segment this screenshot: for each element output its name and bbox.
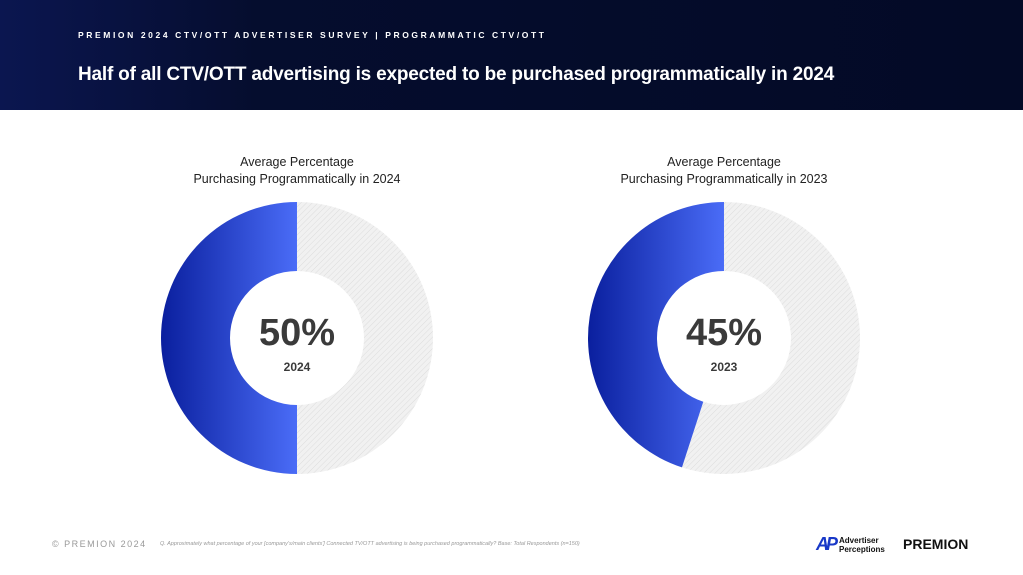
donut-value-2023: 45% [685,312,763,354]
copyright: © PREMION 2024 [52,539,147,549]
donut-slice-remainder [681,202,860,474]
footnote: Q. Approximately what percentage of your… [160,541,580,547]
chart-title-line2: Purchasing Programmatically in 2024 [193,172,401,186]
page-title: Half of all CTV/OTT advertising is expec… [78,64,835,85]
chart-title-line1: Average Percentage [667,155,781,169]
chart-title-2023: Average Percentage Purchasing Programmat… [574,154,874,188]
advertiser-perceptions-logo: AP Advertiser Perceptions [816,534,885,555]
ap-logo-line1: Advertiser [839,535,879,545]
chart-title-2024: Average Percentage Purchasing Programmat… [147,154,447,188]
premion-logo: PREMION [903,536,969,552]
ap-logo-icon: AP [816,534,838,554]
kicker: PREMION 2024 CTV/OTT ADVERTISER SURVEY |… [78,30,547,40]
donut-slice-programmatic [160,202,297,474]
donut-year-2024: 2024 [283,360,311,374]
ap-logo-line2: Perceptions [839,544,885,554]
donut-slice-remainder [297,202,433,474]
chart-title-line2: Purchasing Programmatically in 2023 [620,172,828,186]
donut-year-2023: 2023 [710,360,738,374]
header: PREMION 2024 CTV/OTT ADVERTISER SURVEY |… [0,0,1023,110]
chart-title-line1: Average Percentage [240,155,354,169]
donut-value-2024: 50% [258,312,336,354]
donut-slice-programmatic [588,202,724,468]
